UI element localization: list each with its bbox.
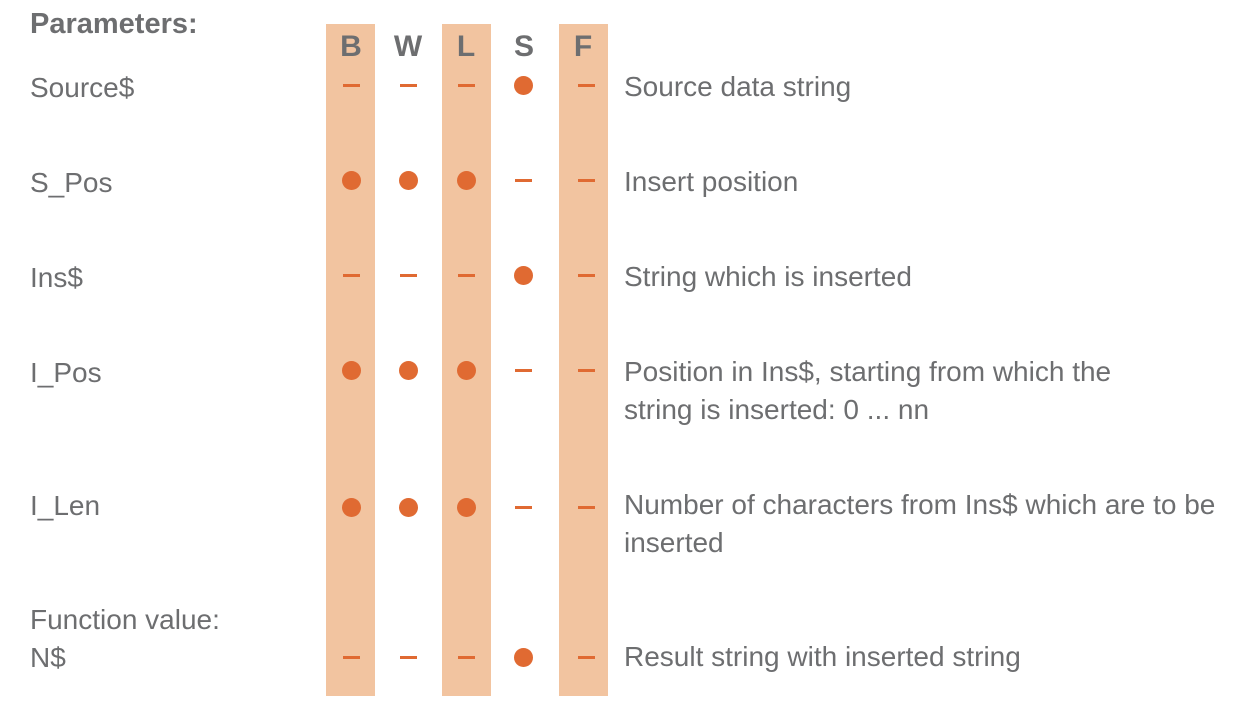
param-description: Position in Ins$, starting from which th… <box>624 356 1112 425</box>
dot-icon <box>388 496 428 520</box>
param-name: S_Pos <box>30 167 113 198</box>
param-name: I_Pos <box>30 357 102 388</box>
param-description: String which is inserted <box>624 261 912 292</box>
dash-icon <box>388 646 428 670</box>
dash-icon <box>331 74 371 98</box>
dash-icon <box>566 646 606 670</box>
dash-icon <box>566 264 606 288</box>
dash-icon <box>331 264 371 288</box>
dash-icon <box>503 496 543 520</box>
dot-icon <box>446 169 486 193</box>
dash-icon <box>331 646 371 670</box>
dot-icon <box>503 264 543 288</box>
dot-icon <box>331 496 371 520</box>
param-name: Ins$ <box>30 262 83 293</box>
dot-icon <box>503 74 543 98</box>
dot-icon <box>331 169 371 193</box>
parameters-heading: Parameters: <box>30 8 198 40</box>
dash-icon <box>566 496 606 520</box>
column-header-s: S <box>513 30 534 63</box>
dash-icon <box>446 646 486 670</box>
dash-icon <box>566 169 606 193</box>
dot-icon <box>388 169 428 193</box>
dash-icon <box>566 74 606 98</box>
dash-icon <box>566 359 606 383</box>
param-description: Insert position <box>624 166 799 197</box>
param-description: Source data string <box>624 71 852 102</box>
dot-icon <box>503 646 543 670</box>
function-value-label: Function value: <box>30 604 220 635</box>
param-description: Number of characters from Ins$ which are… <box>624 489 1216 558</box>
param-name: N$ <box>30 642 66 673</box>
param-name: Source$ <box>30 72 135 103</box>
dash-icon <box>388 264 428 288</box>
dash-icon <box>503 169 543 193</box>
dash-icon <box>388 74 428 98</box>
dash-icon <box>446 74 486 98</box>
dash-icon <box>503 359 543 383</box>
dot-icon <box>388 359 428 383</box>
param-name: I_Len <box>30 490 101 521</box>
dot-icon <box>331 359 371 383</box>
dot-icon <box>446 359 486 383</box>
column-header-l: L <box>456 30 476 63</box>
column-header-w: W <box>393 30 423 63</box>
column-header-b: B <box>340 30 362 63</box>
dash-icon <box>446 264 486 288</box>
column-header-f: F <box>573 30 593 63</box>
dot-icon <box>446 496 486 520</box>
param-description: Result string with inserted string <box>624 641 1021 672</box>
